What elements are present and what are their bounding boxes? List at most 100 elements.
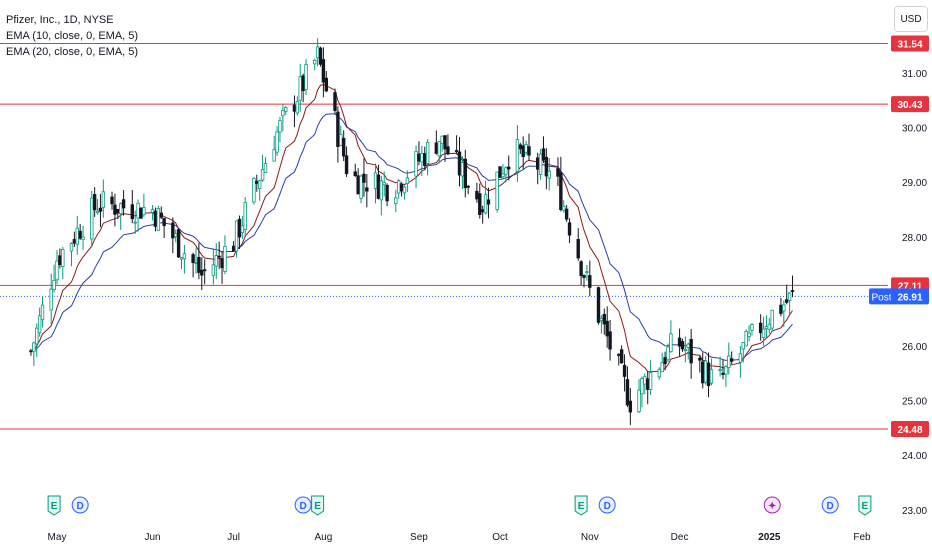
candle (547, 157, 551, 191)
candle (211, 248, 216, 285)
candle-body (721, 372, 725, 375)
candle-body (758, 322, 763, 334)
x-tick-label: 2025 (758, 532, 781, 543)
candle (527, 133, 531, 161)
candle-body (617, 354, 621, 356)
candle (417, 141, 421, 166)
candle-body (657, 368, 662, 378)
candle-body (501, 173, 505, 178)
candle (301, 73, 305, 103)
candle-body (220, 258, 224, 269)
candle-body (399, 184, 404, 192)
candle-body (738, 353, 743, 363)
candle (663, 351, 667, 371)
dividend-event-icon[interactable]: D (598, 496, 616, 514)
candle-body (176, 229, 181, 258)
candle-body (153, 210, 158, 227)
candle-body (420, 153, 424, 163)
candle-body (727, 355, 731, 368)
y-tick-label: 25.00 (902, 397, 927, 408)
legend: Pfizer, Inc., 1D, NYSE EMA (10, close, 0… (6, 12, 138, 60)
currency-button[interactable]: USD (894, 6, 928, 32)
earnings-event-icon[interactable]: E (311, 495, 325, 516)
candle (194, 247, 198, 274)
level-tag-label: 24.48 (897, 425, 922, 436)
candle-body (588, 275, 592, 288)
candle-body (257, 180, 262, 189)
candle-body (547, 170, 551, 179)
candle-body (32, 342, 36, 353)
candle-body (750, 324, 754, 331)
dividend-event-icon[interactable]: D (821, 496, 839, 514)
split-event-icon[interactable]: ✦ (763, 496, 781, 514)
candle-body (683, 349, 688, 352)
candle-body (119, 203, 123, 215)
candle (501, 164, 505, 179)
candle (698, 355, 702, 373)
candle-body (741, 342, 745, 350)
y-tick-label: 23.00 (902, 506, 927, 517)
candle-body (139, 207, 143, 219)
candle-body (567, 222, 572, 236)
candle (139, 206, 143, 219)
candle (200, 257, 204, 291)
candle-body (284, 107, 288, 112)
x-tick-label: May (48, 532, 67, 543)
candle-body (61, 249, 65, 267)
candle-body (339, 134, 343, 146)
candle (579, 260, 583, 286)
candle (362, 158, 366, 197)
candle (564, 205, 569, 222)
candle-body (605, 320, 609, 337)
candle-body (498, 166, 502, 178)
candle-body (582, 275, 586, 278)
candle (49, 273, 53, 326)
dividend-badge (598, 496, 616, 514)
candle-body (90, 197, 94, 240)
earnings-badge (47, 495, 61, 516)
candle-body (556, 168, 560, 177)
candle-body (437, 141, 441, 157)
candle-body (35, 327, 39, 345)
earnings-event-icon[interactable]: E (47, 495, 61, 516)
earnings-event-icon[interactable]: E (858, 495, 872, 516)
dividend-event-icon[interactable]: D (71, 496, 89, 514)
candle-body (159, 212, 163, 218)
candle-body (619, 349, 624, 364)
candle (284, 106, 288, 115)
candle-body (703, 360, 708, 383)
candle (339, 125, 343, 147)
candle (599, 315, 604, 334)
candle (596, 286, 601, 325)
candle-body (336, 111, 340, 147)
candle-body (599, 318, 604, 322)
candle-body (92, 194, 97, 211)
candle-body (562, 205, 566, 211)
dividend-event-icon[interactable]: D (294, 496, 312, 514)
candle-body (301, 75, 305, 92)
candle (767, 318, 772, 334)
candle-body (689, 339, 693, 364)
candle (434, 130, 439, 155)
candle (191, 252, 195, 278)
candle-body (171, 222, 175, 239)
candle (156, 205, 161, 231)
candle-body (237, 218, 242, 238)
ema-10-line (30, 84, 793, 373)
earnings-event-icon[interactable]: E (574, 495, 588, 516)
candle-body (275, 131, 279, 153)
candle-body (278, 120, 282, 133)
candle-body (518, 144, 523, 150)
candle-body (281, 110, 285, 117)
candle-body (486, 199, 491, 205)
candle-body (475, 190, 479, 200)
candle (98, 194, 103, 228)
candle (515, 125, 520, 183)
candle-body (779, 304, 783, 314)
candle (344, 146, 349, 178)
candle (58, 248, 62, 269)
post-tag (869, 288, 894, 305)
candle-body (480, 209, 485, 213)
candle-body (507, 166, 511, 170)
